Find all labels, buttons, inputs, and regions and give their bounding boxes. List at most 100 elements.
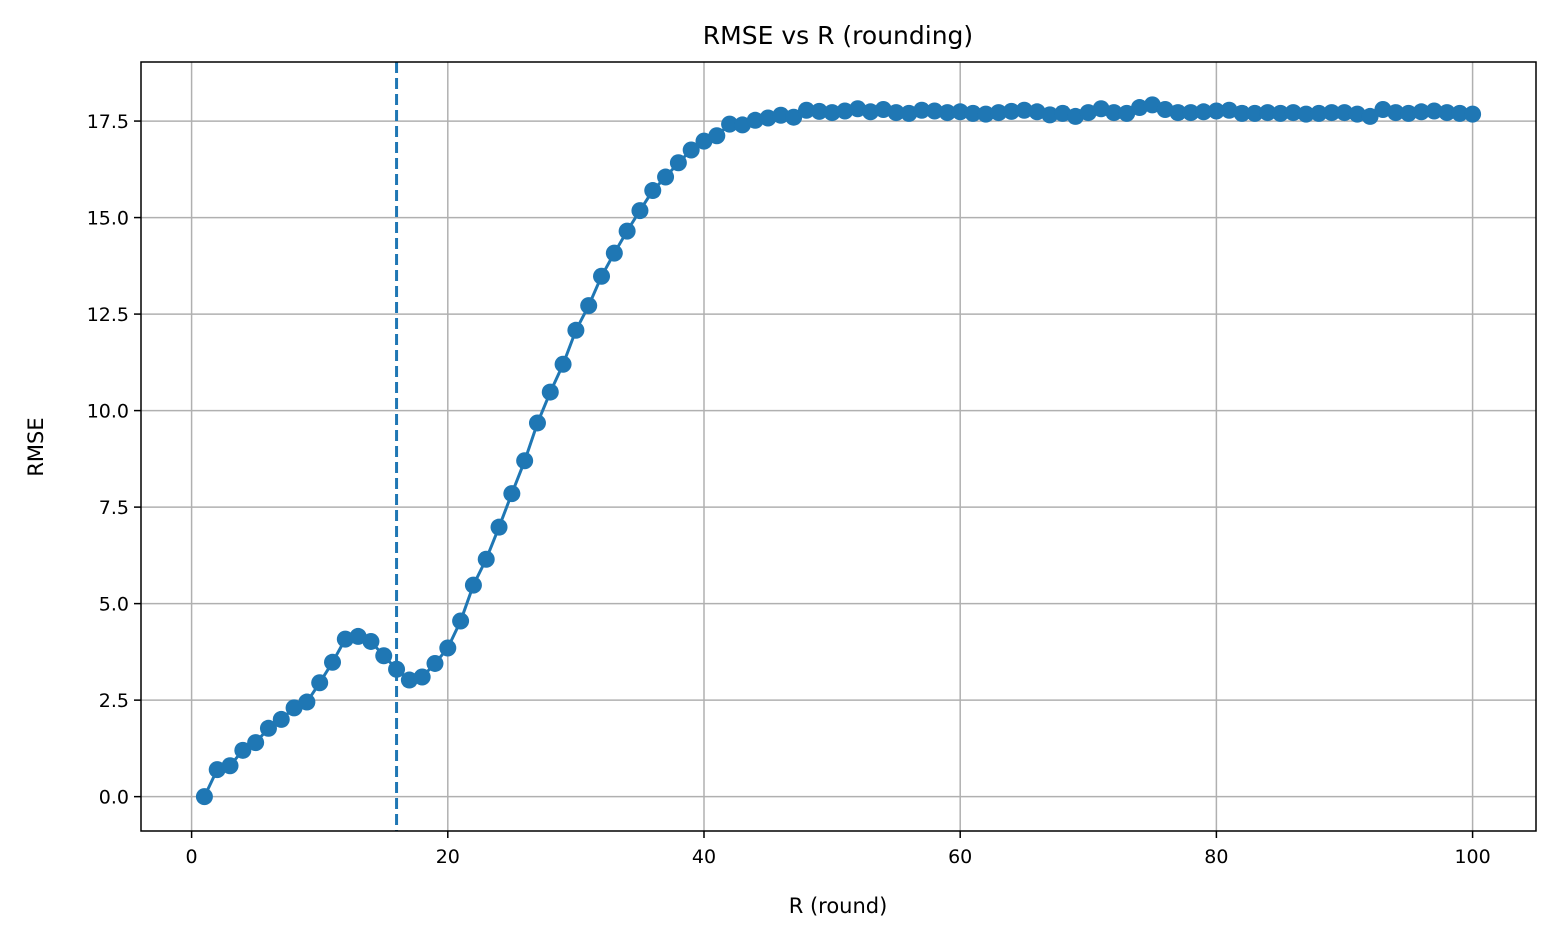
data-point	[1054, 104, 1072, 122]
data-point	[426, 654, 444, 672]
data-point	[1335, 104, 1353, 122]
data-point	[375, 647, 393, 665]
data-point	[964, 104, 982, 122]
chart-title: RMSE vs R (rounding)	[703, 21, 973, 50]
data-point	[836, 102, 854, 120]
data-point	[1156, 100, 1174, 118]
x-tick-label: 60	[948, 846, 972, 868]
data-point	[221, 757, 239, 775]
data-point	[1233, 104, 1251, 122]
data-point	[1259, 104, 1277, 122]
data-point	[1143, 96, 1161, 114]
data-point	[1105, 104, 1123, 122]
x-tick-label: 40	[692, 846, 716, 868]
data-point	[900, 104, 918, 122]
data-point	[1041, 106, 1059, 124]
data-point	[657, 168, 675, 186]
x-axis-label: R (round)	[789, 894, 888, 918]
data-point	[1271, 104, 1289, 122]
series-line	[203, 103, 1473, 798]
data-point	[1425, 102, 1443, 120]
data-point	[247, 734, 265, 752]
data-point	[208, 761, 226, 779]
data-point	[605, 244, 623, 262]
x-tick-label: 80	[1204, 846, 1228, 868]
data-point	[439, 639, 457, 657]
series-layer	[195, 96, 1482, 806]
data-point	[797, 101, 815, 119]
data-point	[324, 653, 342, 671]
data-point	[503, 485, 521, 503]
data-point	[1374, 100, 1392, 118]
y-tick-label: 7.5	[99, 497, 129, 519]
data-point	[567, 321, 585, 339]
x-tick-label: 20	[436, 846, 460, 868]
plot-frame	[140, 61, 1537, 832]
data-point	[938, 104, 956, 122]
data-point	[1195, 103, 1213, 121]
data-point	[1297, 105, 1315, 123]
data-point	[362, 632, 380, 650]
data-point	[1348, 105, 1366, 123]
data-point	[1400, 104, 1418, 122]
data-point	[1002, 102, 1020, 120]
data-point	[990, 104, 1008, 122]
data-point	[1323, 104, 1341, 122]
data-point	[785, 108, 803, 126]
data-point	[234, 741, 252, 759]
y-tick-label: 15.0	[87, 208, 129, 230]
data-point	[1246, 104, 1264, 122]
y-tick-label: 12.5	[87, 304, 129, 326]
data-point	[1310, 104, 1328, 122]
data-point	[746, 111, 764, 129]
data-point	[926, 102, 944, 120]
y-axis-ticks: 0.0 2.5 5.0 7.5 10.0 12.5 15.0 17.5	[87, 111, 141, 809]
data-point	[1207, 102, 1225, 120]
data-point	[695, 132, 713, 150]
data-point	[977, 105, 995, 123]
data-point	[772, 106, 790, 124]
x-tick-label: 0	[186, 846, 198, 868]
data-point	[913, 101, 931, 119]
data-point	[862, 103, 880, 121]
y-tick-label: 17.5	[87, 111, 129, 133]
data-point	[618, 222, 636, 240]
grid-lines	[141, 62, 1536, 831]
data-point	[400, 671, 418, 689]
y-tick-label: 5.0	[99, 594, 129, 616]
data-point	[1412, 103, 1430, 121]
data-point	[593, 267, 611, 285]
data-point	[669, 154, 687, 172]
data-point	[759, 109, 777, 127]
data-point	[1169, 104, 1187, 122]
data-point	[1361, 107, 1379, 125]
data-point	[1220, 101, 1238, 119]
data-point	[1438, 104, 1456, 122]
data-point	[631, 202, 649, 220]
data-point	[452, 612, 470, 630]
y-tick-label: 10.0	[87, 401, 129, 423]
data-point	[259, 719, 277, 737]
data-point	[554, 355, 572, 373]
data-point	[1079, 104, 1097, 122]
data-point	[336, 630, 354, 648]
data-point	[733, 116, 751, 134]
data-point	[195, 788, 213, 806]
data-point	[810, 102, 828, 120]
data-point	[1131, 99, 1149, 117]
data-point	[272, 710, 290, 728]
data-point	[298, 693, 316, 711]
data-point	[490, 518, 508, 536]
data-point	[528, 414, 546, 432]
data-point	[285, 699, 303, 717]
data-point	[311, 674, 329, 692]
data-point	[464, 576, 482, 594]
y-tick-label: 2.5	[99, 690, 129, 712]
data-point	[682, 141, 700, 159]
data-point	[1092, 100, 1110, 118]
data-point	[849, 100, 867, 118]
data-point	[1464, 105, 1482, 123]
data-point	[874, 100, 892, 118]
